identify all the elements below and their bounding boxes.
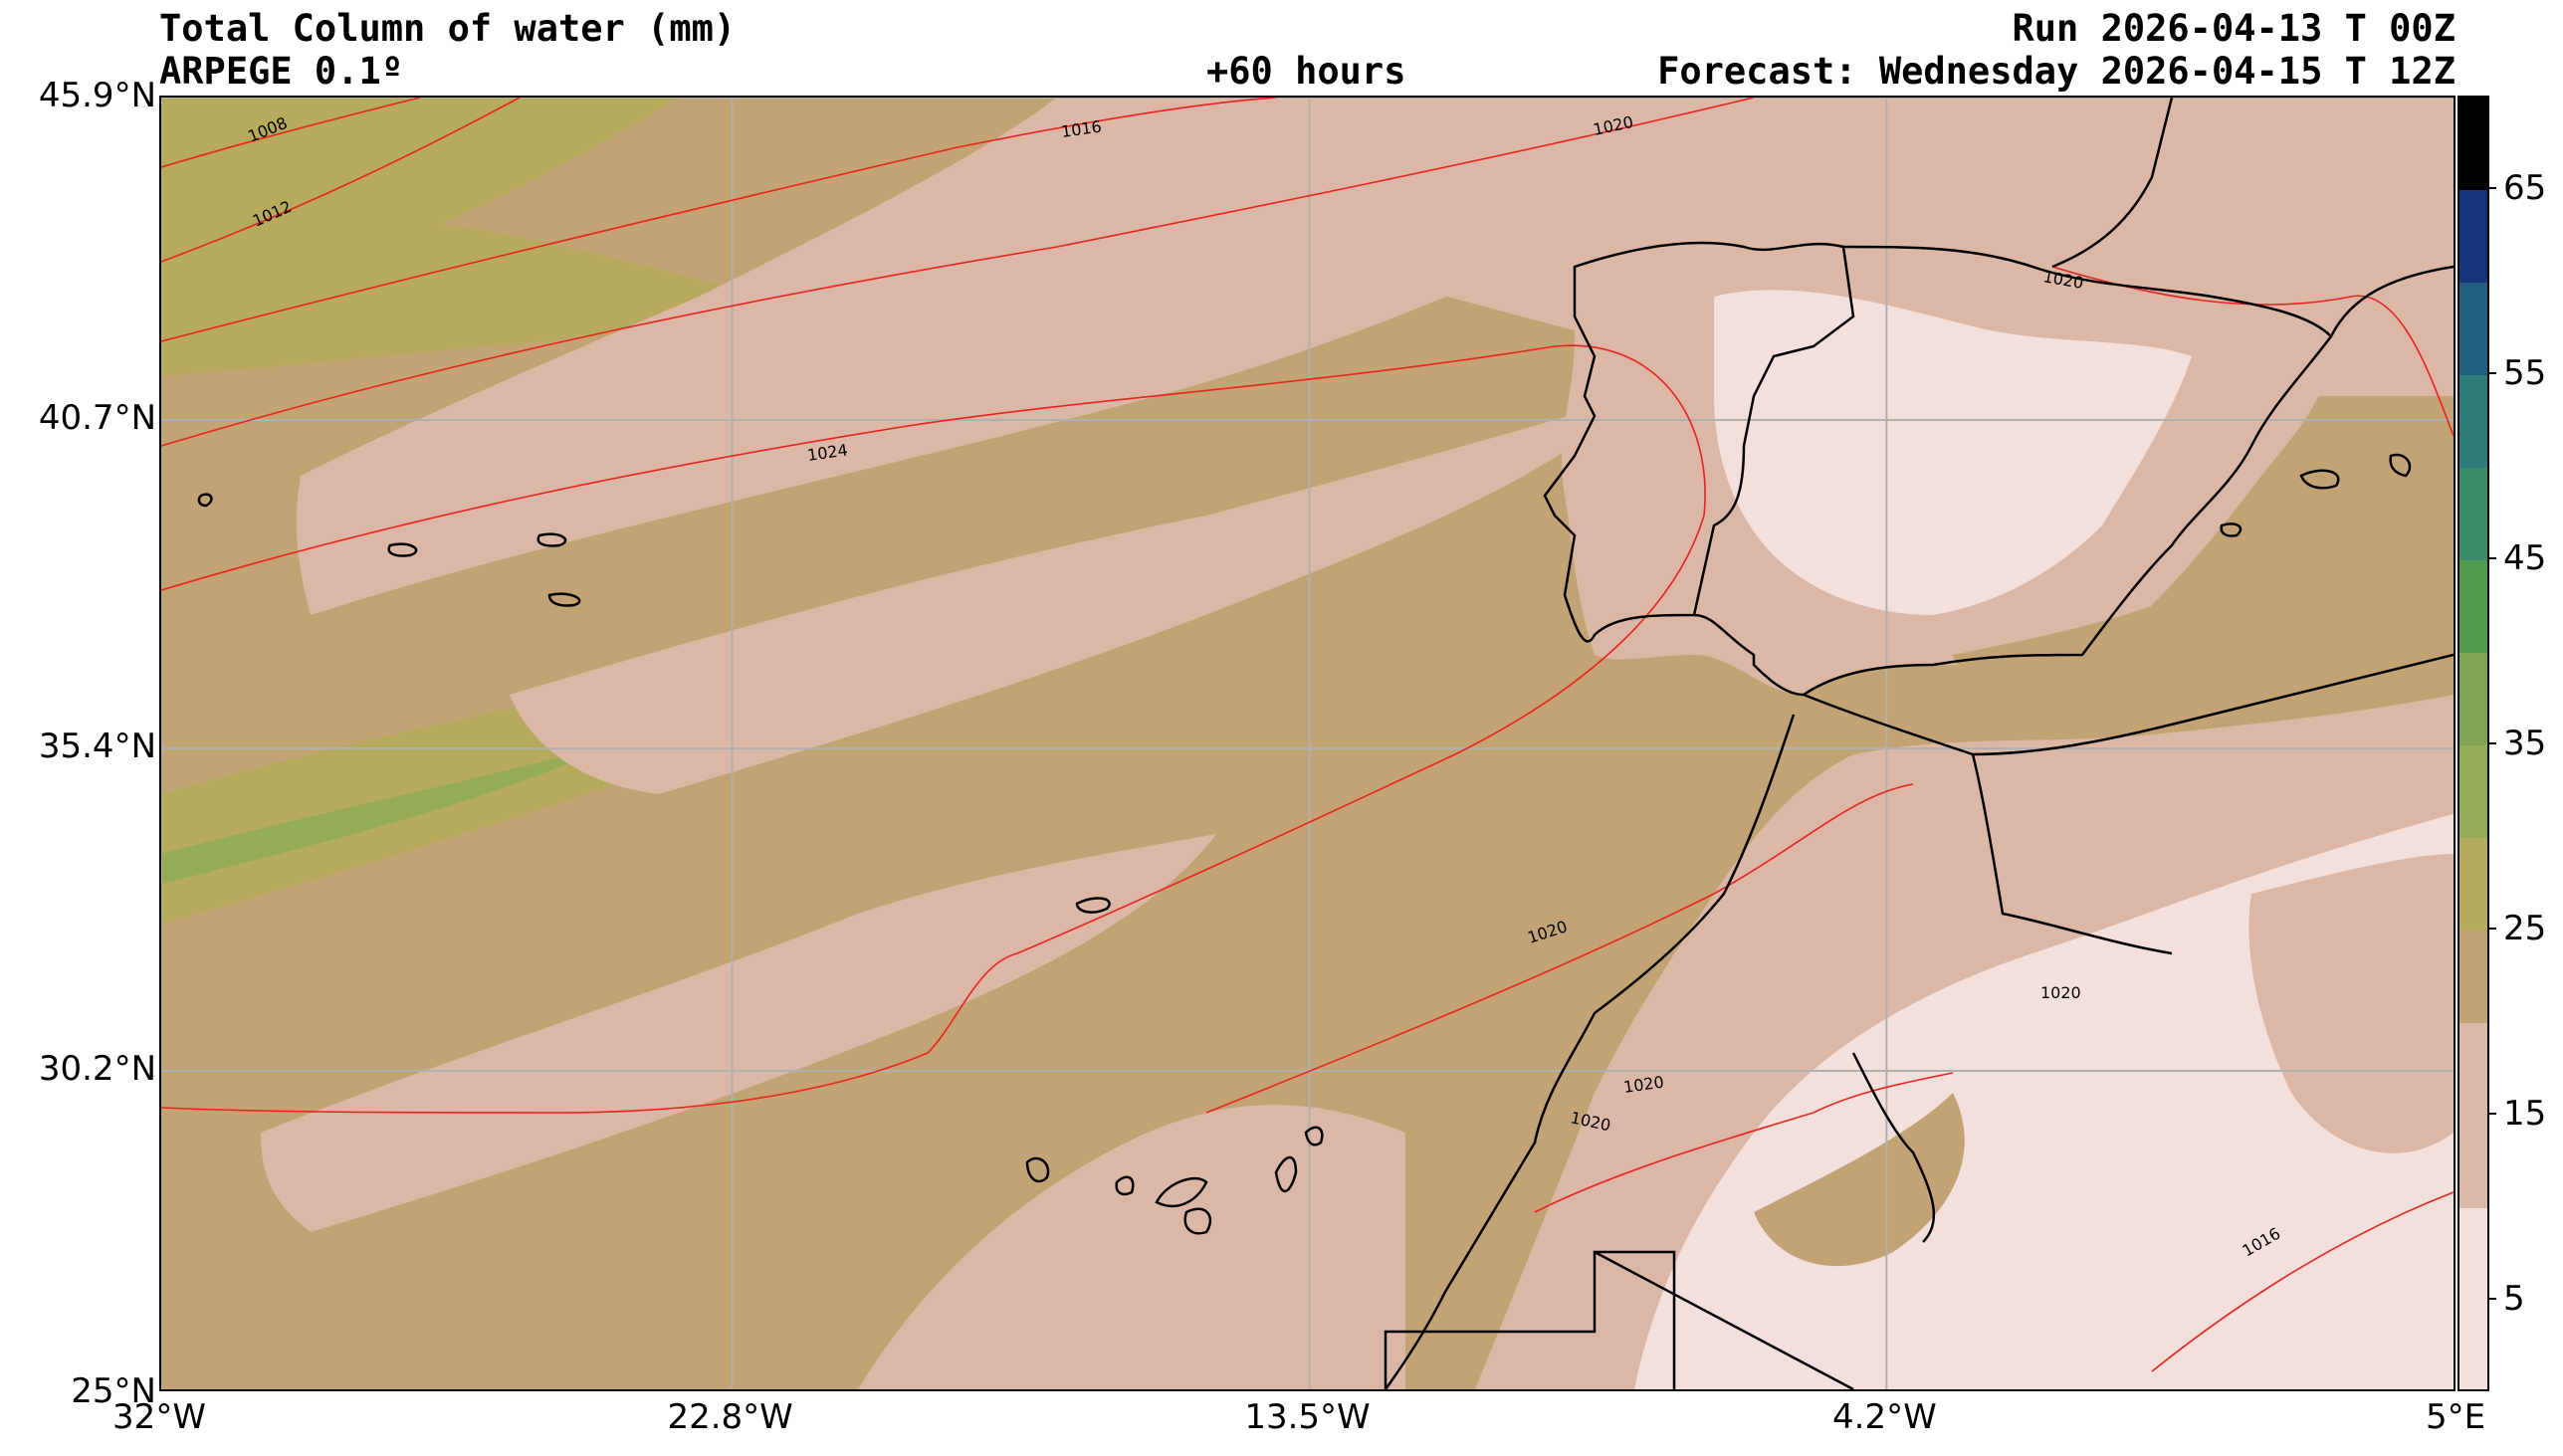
sardinia bbox=[2389, 453, 2412, 478]
colorbar-band bbox=[2459, 283, 2487, 375]
spain-med-coast bbox=[1693, 245, 2333, 697]
isobars bbox=[161, 98, 2454, 1372]
med-moist bbox=[1953, 506, 2454, 719]
colorbar-tick-label: 55 bbox=[2503, 353, 2547, 393]
africa-north-coast bbox=[1803, 653, 2454, 756]
canary-3 bbox=[1183, 1207, 1212, 1235]
border-diag bbox=[1594, 1250, 1854, 1389]
latitude-tick-label: 45.9°N bbox=[38, 76, 156, 115]
colorbar-band bbox=[2459, 838, 2487, 931]
azores-4 bbox=[547, 592, 581, 607]
canary-5 bbox=[1274, 1155, 1298, 1193]
border-algeria bbox=[1851, 1052, 1936, 1243]
border-south bbox=[1384, 1250, 1676, 1389]
iberia-very-dry bbox=[1714, 290, 2192, 615]
africa-coast bbox=[1384, 714, 1796, 1389]
azores-3 bbox=[536, 532, 567, 547]
isobar-1008 bbox=[161, 98, 421, 168]
dry-streak-s bbox=[858, 1105, 1405, 1389]
longitude-tick-label: 5°E bbox=[2425, 1397, 2486, 1437]
isobar-1020-c bbox=[1534, 1072, 1954, 1213]
isobar-1020-ne bbox=[2051, 266, 2454, 437]
balearic-1 bbox=[2299, 469, 2340, 490]
dry-streak-mid bbox=[510, 396, 1634, 794]
longitude-tick-label: 32°W bbox=[112, 1397, 206, 1437]
latitude-tick-label: 35.4°N bbox=[38, 727, 156, 767]
longitude-tick-label: 13.5°W bbox=[1244, 1397, 1371, 1437]
france-west-coast bbox=[2051, 98, 2174, 269]
coastlines bbox=[197, 98, 2454, 1389]
madeira bbox=[1075, 897, 1111, 914]
colorbar-tick-label: 5 bbox=[2503, 1279, 2525, 1319]
colorbar-band bbox=[2459, 98, 2487, 190]
atlas-moist bbox=[1754, 1093, 1965, 1267]
balearic-2 bbox=[2220, 522, 2243, 537]
isobar-1020-a bbox=[161, 98, 1755, 447]
latitude-tick-label: 40.7°N bbox=[38, 397, 156, 438]
border-morocco bbox=[1971, 753, 2173, 955]
colorbar-tick-mark bbox=[2488, 928, 2496, 930]
colorbar-tick-mark bbox=[2488, 557, 2496, 559]
colorbar-band bbox=[2459, 375, 2487, 468]
colorbar-band bbox=[2459, 560, 2487, 653]
isobar-1016-a bbox=[161, 98, 1277, 342]
colorbar-tick-label: 65 bbox=[2503, 168, 2547, 208]
colorbar-tick-label: 35 bbox=[2503, 724, 2547, 763]
longitude-tick-label: 22.8°W bbox=[667, 1397, 793, 1437]
colorbar-tick-mark bbox=[2488, 1113, 2496, 1115]
azores-2 bbox=[387, 542, 418, 557]
isobar-1016-b bbox=[2151, 1191, 2454, 1372]
colorbar-tick-mark bbox=[2488, 187, 2496, 189]
latitude-tick-label: 25°N bbox=[71, 1371, 156, 1411]
colorbar-tick-label: 15 bbox=[2503, 1094, 2547, 1134]
colorbar-band bbox=[2459, 931, 2487, 1023]
isobar-1012 bbox=[161, 98, 521, 263]
canary-2 bbox=[1115, 1175, 1135, 1196]
canary-6 bbox=[1304, 1126, 1324, 1146]
forecast-time: Forecast: Wednesday 2026-04-15 T 12Z bbox=[1657, 50, 2456, 93]
lead-time: +60 hours bbox=[1206, 50, 1406, 93]
colorbar-band bbox=[2459, 745, 2487, 838]
model-name: ARPEGE 0.1º bbox=[159, 50, 404, 93]
chart-title: Total Column of water (mm) bbox=[159, 7, 737, 50]
iberia-coast bbox=[1543, 241, 1855, 643]
atlas-moist-2 bbox=[2248, 854, 2454, 1153]
colorbar-band bbox=[2459, 1023, 2487, 1208]
latitude-tick-label: 30.2°N bbox=[38, 1049, 156, 1090]
colorbar-tick-label: 25 bbox=[2503, 909, 2547, 948]
moist-band-n bbox=[161, 209, 798, 376]
isobar-1020-b bbox=[1205, 783, 1914, 1114]
colorbar-tick-mark bbox=[2488, 372, 2496, 374]
colorbar-band bbox=[2459, 1208, 2487, 1389]
map-panel: 1008 1012 1016 1020 1024 1020 1020 1020 … bbox=[159, 96, 2456, 1391]
colorbar-tick-mark bbox=[2488, 742, 2496, 744]
colorbar-band bbox=[2459, 468, 2487, 560]
dry-streak-sw bbox=[261, 834, 1216, 1232]
run-time: Run 2026-04-13 T 00Z bbox=[2012, 7, 2456, 50]
canary-1 bbox=[1025, 1156, 1050, 1183]
colorbar-band bbox=[2459, 653, 2487, 745]
azores-1 bbox=[197, 493, 213, 508]
colorbar bbox=[2457, 96, 2489, 1391]
colorbar-tick-label: 45 bbox=[2503, 538, 2547, 578]
moist-core-sw bbox=[161, 744, 609, 884]
colorbar-tick-mark bbox=[2488, 1298, 2496, 1300]
france-coast bbox=[2329, 265, 2454, 337]
canary-4 bbox=[1155, 1176, 1208, 1208]
isobar-label: 1020 bbox=[2040, 983, 2081, 1002]
longitude-tick-label: 4.2°W bbox=[1832, 1397, 1937, 1437]
colorbar-band bbox=[2459, 190, 2487, 283]
isobar-1024 bbox=[161, 344, 1706, 1114]
